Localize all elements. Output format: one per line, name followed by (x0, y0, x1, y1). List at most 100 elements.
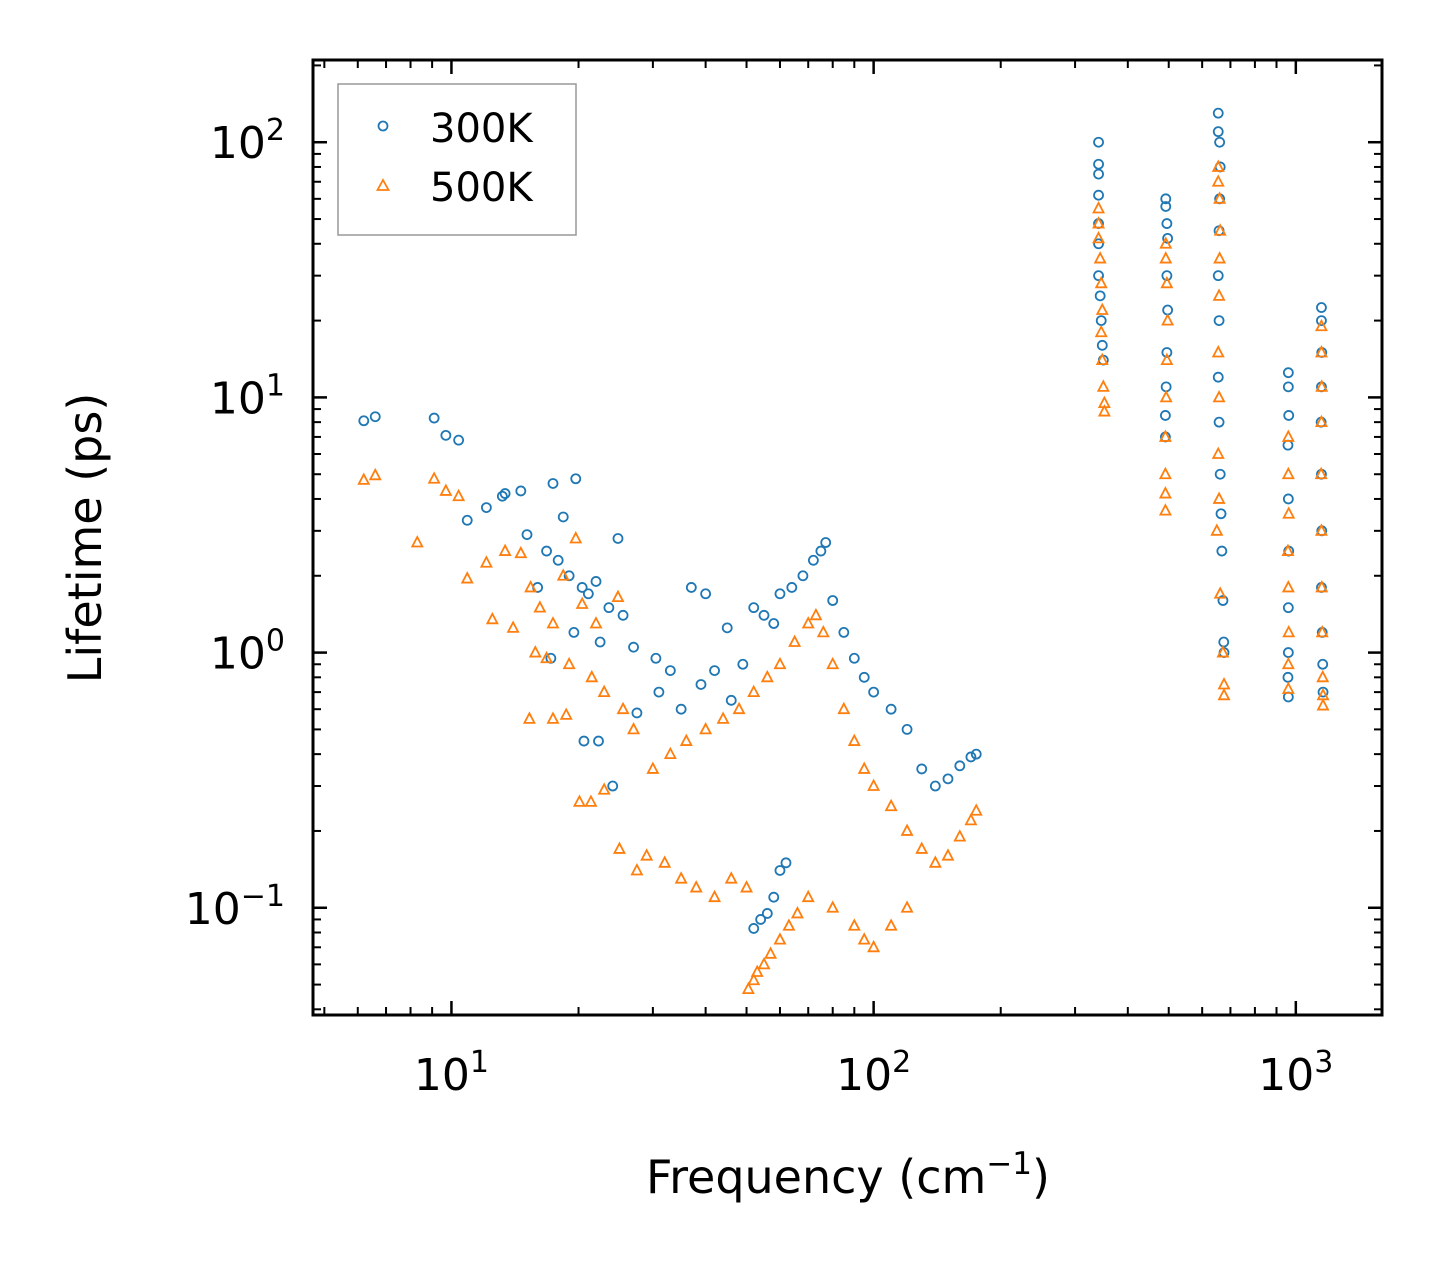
data-point-500k (847, 733, 861, 746)
data-point-300k (1316, 302, 1327, 313)
data-point-500k (1314, 345, 1328, 358)
data-point-500k (1097, 404, 1111, 417)
data-point-300k (1216, 545, 1228, 557)
data-point-500k (572, 794, 586, 807)
data-point-500k (452, 488, 466, 502)
data-point-300k (1093, 238, 1104, 250)
data-point-300k (827, 595, 839, 606)
data-point-300k (1316, 315, 1327, 326)
data-point-500k (1282, 624, 1296, 638)
data-point-300k (664, 665, 676, 676)
data-point-300k (480, 502, 492, 513)
data-point-500k (533, 600, 547, 613)
data-point-500k (584, 794, 598, 807)
data-point-500k (1092, 230, 1106, 244)
data-point-300k (603, 602, 615, 614)
data-point-500k (559, 707, 573, 720)
data-point-500k (611, 589, 625, 602)
data-point-300k (1093, 136, 1104, 148)
y-tick-label: 10−1 (185, 879, 285, 935)
data-point-300k (768, 618, 780, 629)
data-point-500k (1213, 191, 1227, 204)
legend-box (337, 83, 577, 236)
data-point-500k (724, 871, 738, 884)
y-tick-label: 102 (210, 113, 285, 169)
data-point-300k (547, 478, 559, 489)
legend: 300K 500K (337, 83, 577, 236)
data-point-500k (716, 711, 730, 724)
data-point-500k (1092, 201, 1106, 214)
data-point-500k (546, 616, 560, 629)
data-point-500k (1094, 275, 1108, 289)
data-point-300k (594, 636, 606, 648)
data-point-500k (439, 483, 453, 496)
data-point-500k (556, 568, 570, 581)
data-point-500k (1217, 687, 1231, 701)
data-point-500k (1213, 251, 1227, 264)
data-point-500k (826, 900, 840, 913)
data-point-300k (1212, 107, 1224, 119)
data-point-500k (1159, 389, 1173, 403)
data-point-500k (546, 711, 560, 724)
tick-labels: 101 102 103 10−1 100 101 102 (185, 113, 1334, 1101)
data-point-300k (440, 429, 452, 441)
data-point-300k (838, 626, 850, 638)
data-point-300k (858, 671, 870, 683)
data-point-500k (1095, 302, 1109, 315)
data-point-500k (540, 650, 554, 664)
x-tick-label: 101 (414, 1045, 489, 1101)
data-point-300k (1282, 493, 1294, 505)
data-point-300k (748, 923, 760, 934)
data-point-300k (1282, 671, 1294, 683)
y-axis-label: Lifetime (ps) (58, 393, 112, 684)
data-point-300k (576, 582, 588, 593)
data-point-500k (1314, 466, 1328, 480)
data-point-500k (1314, 318, 1328, 332)
data-point-500k (498, 543, 512, 556)
data-point-500k (1095, 352, 1109, 366)
data-point-500k (1093, 251, 1107, 264)
data-point-300k (675, 703, 687, 715)
data-point-500k (1316, 669, 1330, 683)
data-point-500k (485, 611, 499, 625)
data-point-500k (1316, 698, 1330, 711)
data-point-300k (1161, 347, 1173, 358)
data-point-500k (867, 778, 881, 791)
data-point-500k (837, 701, 851, 715)
data-point-300k (786, 582, 798, 593)
data-point-300k (617, 609, 629, 621)
data-point-300k (709, 665, 720, 676)
data-point-500k (1159, 236, 1173, 249)
data-point-500k (764, 946, 778, 959)
data-points (357, 107, 1330, 995)
data-point-500k (732, 701, 746, 715)
data-point-500k (1161, 313, 1175, 326)
data-point-300k (942, 773, 954, 785)
data-point-500k (663, 746, 677, 760)
data-point-300k (916, 763, 928, 775)
data-point-300k (1212, 126, 1224, 138)
data-point-500k (1211, 345, 1225, 358)
data-point-500k (801, 616, 815, 629)
data-point-500k (368, 467, 382, 481)
data-point-300k (369, 411, 381, 423)
data-point-300k (593, 735, 604, 747)
data-point-500k (410, 535, 424, 548)
data-point-300k (499, 488, 511, 499)
data-point-500k (1210, 523, 1224, 536)
data-point-300k (970, 748, 982, 760)
data-point-300k (1093, 189, 1104, 201)
data-point-300k (570, 473, 582, 485)
data-point-300k (901, 724, 913, 735)
data-point-300k (774, 865, 786, 876)
data-point-500k (679, 733, 693, 746)
data-point-300k (885, 703, 897, 715)
data-point-500k (884, 798, 898, 812)
data-point-500k (585, 669, 599, 683)
data-point-300k (929, 780, 941, 792)
data-point-500k (1315, 624, 1329, 638)
data-point-500k (900, 823, 914, 836)
data-point-300k (612, 533, 624, 544)
data-point-500k (964, 812, 978, 826)
